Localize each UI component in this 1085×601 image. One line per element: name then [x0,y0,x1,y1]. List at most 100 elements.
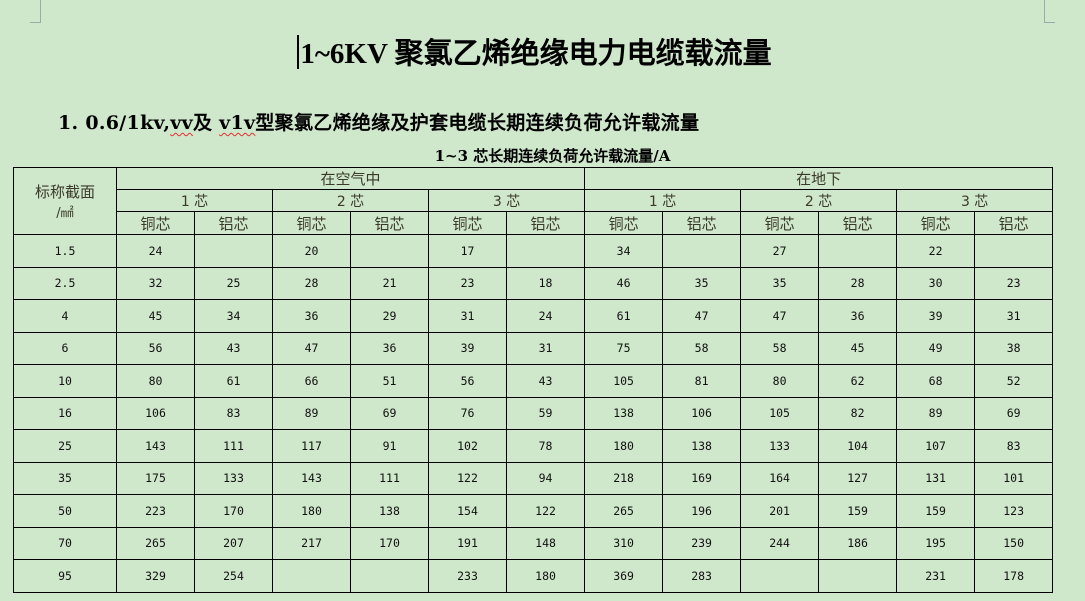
header-unit: /㎟ [56,206,74,221]
ampacity-cell: 52 [974,364,1054,398]
header-conductor-material: 铝芯 [194,211,273,235]
header-conductor-material: 铝芯 [350,211,429,235]
cross-section-cell: 10 [13,364,117,398]
section-heading: 1. 0.6/1kv,vv及 v1v型聚氯乙烯绝缘及护套电缆长期连续负荷允许载流… [58,108,699,135]
ampacity-cell: 186 [818,526,898,560]
ampacity-cell: 38 [974,331,1054,365]
ampacity-cell: 169 [662,461,742,495]
ampacity-cell: 239 [662,526,742,560]
ampacity-cell: 104 [818,429,898,463]
ampacity-cell: 265 [584,494,664,528]
ampacity-cell: 49 [896,331,976,365]
ampacity-cell [350,234,429,268]
ampacity-cell: 170 [350,526,429,560]
page-corner-mark [1044,0,1055,23]
header-core-count: 3 芯 [427,189,586,212]
ampacity-cell: 46 [584,266,664,300]
ampacity-cell [818,559,898,593]
ampacity-cell: 91 [350,429,429,463]
ampacity-cell: 117 [272,429,351,463]
ampacity-cell: 18 [505,266,586,300]
ampacity-cell: 27 [740,234,820,268]
header-core-count: 1 芯 [116,189,273,212]
header-conductor-material: 铜芯 [740,211,820,235]
ampacity-cell: 111 [350,461,429,495]
ampacity-cell: 82 [818,396,898,430]
ampacity-cell: 23 [428,266,507,300]
caption-text: 1~3 芯长期连续负荷允许载流量/A [434,147,671,165]
ampacity-cell: 56 [428,364,507,398]
ampacity-cell: 138 [584,396,664,430]
ampacity-cell: 75 [584,331,664,365]
ampacity-cell: 159 [896,494,976,528]
ampacity-cell: 22 [896,234,976,268]
ampacity-cell: 180 [272,494,351,528]
ampacity-cell: 61 [584,299,664,333]
ampacity-cell: 105 [584,364,664,398]
cross-section-cell: 35 [13,461,117,495]
ampacity-cell: 369 [584,559,664,593]
cross-section-cell: 50 [13,494,117,528]
ampacity-cell: 23 [974,266,1054,300]
ampacity-cell: 201 [740,494,820,528]
ampacity-cell: 223 [116,494,195,528]
ampacity-cell: 39 [896,299,976,333]
ampacity-cell: 68 [896,364,976,398]
ampacity-cell: 111 [194,429,273,463]
ampacity-cell: 21 [350,266,429,300]
header-label: 标称截面 [34,183,95,201]
ampacity-cell: 159 [818,494,898,528]
ampacity-cell: 122 [505,494,586,528]
ampacity-cell: 105 [740,396,820,430]
table-row: 16 106 83 89 69 76 59 138 106 105 82 89 69 [13,396,1054,430]
title-text: 1~6KV 聚氯乙烯绝缘电力电缆载流量 [300,38,772,70]
table-row: 25 143 111 117 91 102 78 180 138 133 104 107 83 [13,429,1054,463]
ampacity-cell: 80 [740,364,820,398]
ampacity-cell: 45 [818,331,898,365]
ampacity-cell: 78 [505,429,586,463]
ampacity-cell: 61 [194,364,273,398]
ampacity-cell: 310 [584,526,664,560]
ampacity-cell: 20 [272,234,351,268]
ampacity-cell: 170 [194,494,273,528]
ampacity-cell: 47 [662,299,742,333]
ampacity-cell: 131 [896,461,976,495]
spellcheck-word: v1v [219,112,256,134]
header-conductor-material: 铝芯 [662,211,742,235]
header-core-count: 3 芯 [896,189,1054,212]
header-core-count: 1 芯 [584,189,742,212]
ampacity-cell: 89 [272,396,351,430]
ampacity-cell: 28 [818,266,898,300]
ampacity-cell: 106 [116,396,195,430]
ampacity-cell: 62 [818,364,898,398]
ampacity-cell: 59 [505,396,586,430]
ampacity-cell: 31 [428,299,507,333]
cross-section-cell: 95 [13,559,117,593]
ampacity-cell: 31 [505,331,586,365]
ampacity-cell: 233 [428,559,507,593]
ampacity-cell: 31 [974,299,1054,333]
ampacity-cell [350,559,429,593]
ampacity-cell: 265 [116,526,195,560]
header-conductor-material: 铜芯 [272,211,351,235]
cross-section-cell: 6 [13,331,117,365]
ampacity-cell: 28 [272,266,351,300]
ampacity-cell: 34 [584,234,664,268]
table-row: 2.5 32 25 28 21 23 18 46 35 35 28 30 23 [13,266,1054,300]
ampacity-cell: 283 [662,559,742,593]
ampacity-cell: 217 [272,526,351,560]
header-conductor-material: 铝芯 [974,211,1054,235]
spellcheck-word: vv [170,112,193,134]
header-core-count: 2 芯 [272,189,429,212]
ampacity-cell: 58 [662,331,742,365]
table-row: 4 45 34 36 29 31 24 61 47 47 36 39 31 [13,299,1054,333]
ampacity-cell: 32 [116,266,195,300]
ampacity-cell [505,234,586,268]
ampacity-cell: 218 [584,461,664,495]
ampacity-cell: 45 [116,299,195,333]
ampacity-cell: 127 [818,461,898,495]
heading-prefix: 1. 0.6/1kv, [58,112,171,134]
document-title: 1~6KV 聚氯乙烯绝缘电力电缆载流量 [0,30,1085,72]
ampacity-cell: 89 [896,396,976,430]
ampacity-cell: 101 [974,461,1054,495]
